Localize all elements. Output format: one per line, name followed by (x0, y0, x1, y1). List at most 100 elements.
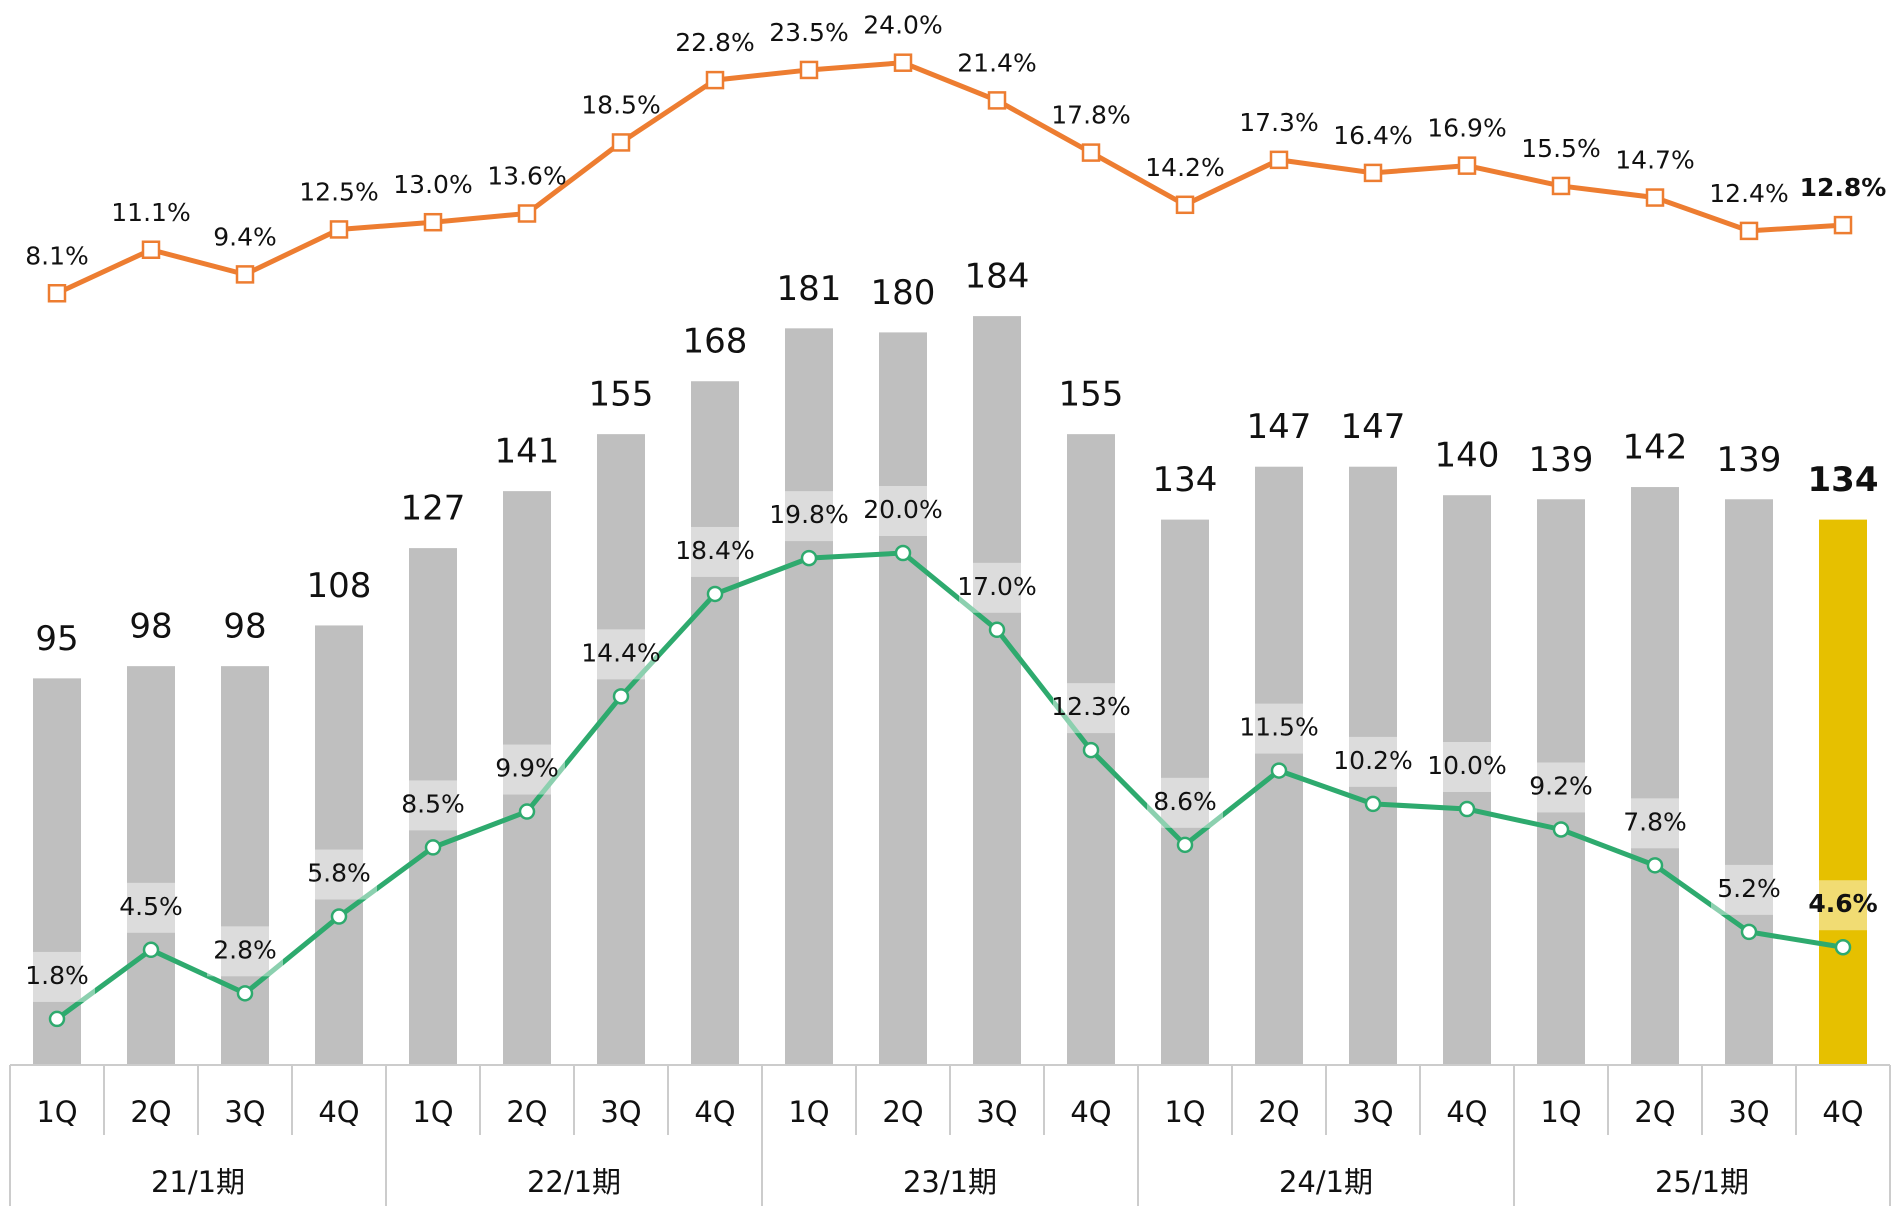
marker (1175, 195, 1195, 215)
bar-label: 142 (1623, 428, 1688, 468)
marker (236, 985, 254, 1002)
line-label: 20.0% (863, 495, 942, 524)
bar-label: 134 (1153, 460, 1218, 500)
line-label: 5.2% (1717, 874, 1781, 903)
line-label: 23.5% (769, 18, 848, 47)
label-bg (771, 491, 847, 542)
line-label: 16.4% (1333, 121, 1412, 150)
marker (1176, 836, 1194, 854)
line (55, 60, 1844, 296)
line-label: 19.8% (769, 500, 848, 529)
marker (1081, 143, 1101, 162)
marker (329, 220, 349, 239)
marker (1645, 188, 1665, 207)
bar (221, 666, 269, 1065)
bar (597, 434, 645, 1065)
line-label: 18.5% (581, 90, 660, 119)
marker (1739, 221, 1759, 241)
x-tick-label: 4Q (318, 1095, 359, 1129)
marker (1082, 741, 1100, 759)
marker (518, 803, 536, 820)
label-bg (1805, 880, 1881, 931)
marker (987, 91, 1007, 110)
line-label: 7.8% (1623, 807, 1687, 836)
label-bg (1617, 798, 1693, 849)
bar (1443, 495, 1491, 1065)
line-label: 17.3% (1239, 108, 1318, 137)
x-tick-label: 4Q (1446, 1095, 1487, 1129)
bar-label: 184 (965, 257, 1030, 297)
bar (1725, 499, 1773, 1065)
line (55, 550, 1844, 1021)
label-bg (113, 882, 189, 933)
bar (879, 332, 927, 1065)
label-bg (301, 849, 377, 900)
bar-label: 140 (1435, 436, 1500, 476)
line-label: 2.8% (213, 935, 277, 964)
marker (1457, 156, 1477, 175)
line-label: 18.4% (675, 536, 754, 565)
group-label: 21/1期 (151, 1165, 245, 1199)
group-label: 24/1期 (1279, 1165, 1373, 1199)
label-bg (1711, 864, 1787, 915)
marker (142, 941, 160, 959)
marker (1458, 800, 1476, 818)
marker (1270, 762, 1288, 779)
label-bg (1523, 762, 1599, 813)
bar-label: 134 (1808, 460, 1879, 500)
line-label: 17.8% (1051, 101, 1130, 130)
marker (424, 839, 442, 856)
bar-label: 141 (495, 432, 560, 472)
bar-label: 98 (223, 607, 266, 647)
line-label: 21.4% (957, 48, 1036, 77)
bar (127, 666, 175, 1065)
marker (423, 212, 443, 232)
bar (503, 491, 551, 1065)
bar-label: 155 (1059, 375, 1124, 415)
marker (1552, 821, 1570, 838)
x-tick-label: 3Q (1728, 1095, 1769, 1129)
marker (1551, 176, 1571, 196)
label-bg (207, 926, 283, 977)
group-label: 25/1期 (1655, 1165, 1749, 1199)
bar (1631, 487, 1679, 1065)
label-bg (489, 744, 565, 795)
x-tick-label: 2Q (506, 1095, 547, 1129)
line-label: 1.8% (25, 961, 89, 990)
label-bg (677, 526, 753, 577)
bar-label: 168 (683, 322, 748, 362)
label-bg (1335, 736, 1411, 787)
label-bg (1147, 777, 1223, 828)
marker (48, 1010, 66, 1028)
label-bg (865, 486, 941, 536)
bar-label: 139 (1717, 440, 1782, 480)
marker (330, 908, 348, 925)
bar-label: 139 (1529, 440, 1594, 480)
marker (1363, 163, 1383, 183)
marker (235, 265, 255, 284)
bar (315, 625, 363, 1065)
x-tick-label: 1Q (36, 1095, 77, 1129)
line-label: 12.5% (299, 177, 378, 206)
line-label: 14.2% (1145, 153, 1224, 182)
bar (973, 316, 1021, 1065)
line-label: 12.8% (1800, 173, 1887, 202)
x-tick-label: 1Q (788, 1095, 829, 1129)
marker (612, 688, 630, 705)
line-label: 15.5% (1521, 134, 1600, 163)
line-label: 8.6% (1153, 787, 1217, 816)
x-tick-label: 2Q (1258, 1095, 1299, 1129)
x-tick-label: 3Q (976, 1095, 1017, 1129)
bar-label: 147 (1341, 407, 1406, 447)
group-label: 22/1期 (527, 1165, 621, 1199)
marker (141, 240, 161, 259)
line-label: 9.9% (495, 754, 559, 783)
bar-label: 127 (401, 489, 466, 529)
x-tick-label: 4Q (1822, 1095, 1863, 1129)
marker (1364, 795, 1382, 813)
marker (517, 204, 537, 223)
line-label: 13.0% (393, 170, 472, 199)
line-label: 9.4% (213, 222, 277, 251)
marker (894, 544, 912, 562)
